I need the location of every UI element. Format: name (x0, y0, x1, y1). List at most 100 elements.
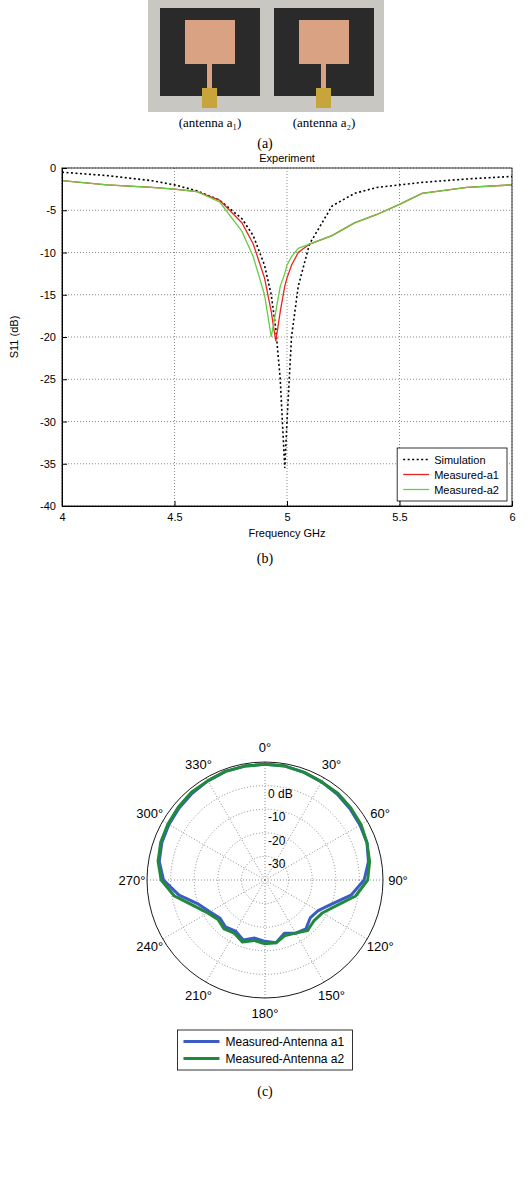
tick-label: -20 (40, 331, 56, 343)
tick-label: 30° (322, 757, 342, 772)
grid-line (62, 379, 512, 380)
series-group (158, 764, 369, 943)
legend-item: Measured-a1 (403, 469, 499, 481)
series-line (158, 764, 369, 943)
tick: 4.5 (167, 501, 182, 523)
legend-label: Measured-Antenna a2 (225, 1052, 344, 1066)
tick-label: -10 (268, 810, 286, 824)
legend-label: Simulation (434, 454, 485, 466)
grid-spoke (265, 880, 266, 998)
plot-background (62, 168, 512, 506)
connector (202, 88, 217, 108)
legend-swatch (403, 474, 429, 475)
axis-title: Frequency GHz (248, 527, 325, 539)
patch (299, 20, 349, 64)
tick-label: 0° (259, 740, 271, 755)
legend-item: Measured-Antenna a2 (183, 1052, 344, 1066)
tick-mark (62, 464, 67, 465)
tick-label: -40 (40, 500, 56, 512)
grid-spoke (206, 778, 265, 880)
series-lines (158, 764, 369, 943)
tick-label: 0 (50, 162, 56, 174)
substrate (160, 8, 260, 96)
tick-label: 5 (284, 511, 290, 523)
axis-line (147, 762, 383, 998)
legend: SimulationMeasured-a1Measured-a2 (397, 448, 507, 501)
tick: 5 (284, 501, 290, 523)
tick-label: -10 (40, 247, 56, 259)
grid-spoke (265, 821, 367, 880)
tick-label: 120° (367, 939, 394, 954)
tick-mark (62, 253, 67, 254)
tick: -30 (40, 416, 67, 428)
patch (185, 20, 235, 64)
legend-item: Simulation (403, 454, 485, 466)
tick-label: 240° (136, 939, 163, 954)
tick: -40 (40, 500, 67, 512)
legend-label: Measured-Antenna a1 (225, 1035, 344, 1049)
grid-spoke (265, 778, 324, 880)
antenna-board: (antenna a₁) (160, 8, 260, 130)
tick-mark (287, 501, 288, 506)
tick: -15 (40, 289, 67, 301)
tick-mark (62, 422, 67, 423)
tick-mark (62, 295, 67, 296)
feedline (207, 64, 212, 90)
tick-mark (400, 501, 401, 506)
plot-frame (62, 168, 512, 506)
tick-label: 180° (252, 1006, 279, 1021)
series-lines (62, 172, 512, 468)
tick-mark (62, 337, 67, 338)
axis: -40 -35 -30 -25 -20 -15 -10 -5 0 (40, 162, 67, 512)
legend-swatch (403, 459, 429, 461)
tick-label: 6 (509, 511, 515, 523)
tick-label: -20 (268, 834, 286, 848)
tick-label: 90° (388, 873, 408, 888)
grid-spoke (265, 762, 266, 880)
chart-polar: 0°30°60°90°120°150°180°210°240°270°300°3… (119, 740, 408, 1101)
tick-mark (512, 501, 513, 506)
caption: (c) (257, 1084, 273, 1100)
photo-label: (antenna a₂) (293, 115, 356, 130)
tick-label: 300° (136, 806, 163, 821)
legend-box (177, 1030, 352, 1070)
tick-label: 0 dB (268, 787, 293, 801)
tick-mark (175, 501, 176, 506)
series-line (62, 181, 512, 337)
tick-label: 4.5 (167, 511, 182, 523)
tick: -20 (40, 331, 67, 343)
feedline (321, 64, 326, 90)
tick-label: -30 (40, 416, 56, 428)
tick: -25 (40, 373, 67, 385)
tick-label: -25 (40, 373, 56, 385)
tick-label: 330° (185, 757, 212, 772)
grid-line (62, 337, 512, 338)
legend-swatch (183, 1040, 219, 1043)
legend-swatch (183, 1057, 219, 1060)
caption: (a) (257, 136, 273, 152)
series-line (62, 172, 512, 468)
tick-label: 150° (318, 988, 345, 1003)
grid-spoke (265, 880, 324, 982)
grid-line (62, 252, 512, 253)
tick-mark (62, 379, 67, 380)
axis-line (63, 506, 513, 507)
tick: -5 (46, 204, 67, 216)
tick-mark (62, 210, 67, 211)
plot-background (147, 762, 383, 998)
tick-label: -15 (40, 289, 56, 301)
grid-line (62, 294, 512, 295)
legend-swatch (403, 489, 429, 490)
tick-label: -35 (40, 458, 56, 470)
tick: 6 (509, 501, 515, 523)
grid-line (62, 210, 512, 211)
grid-spoke (163, 880, 265, 939)
tick-label: 210° (185, 988, 212, 1003)
legend-label: Measured-a1 (434, 469, 499, 481)
photo: (antenna a₁) (antenna a₂) (148, 0, 384, 130)
tick-label: -5 (46, 204, 56, 216)
tick-label: -30 (268, 857, 286, 871)
axis: 44.555.56 (59, 501, 515, 523)
chart-s11: 44.555.56-40-35-30-25-20-15-10-50Experim… (8, 152, 516, 567)
series-line (62, 181, 512, 342)
